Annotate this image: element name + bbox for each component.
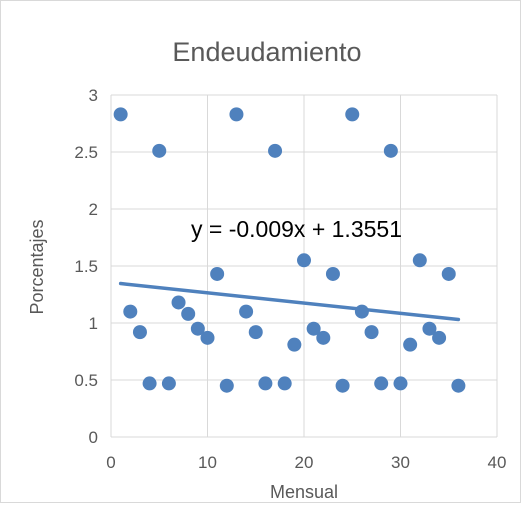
y-tick-label: 3 [89, 86, 98, 105]
data-point [441, 266, 456, 281]
data-point [432, 330, 447, 345]
x-tick-label: 30 [391, 453, 410, 472]
x-tick-label: 20 [295, 453, 314, 472]
data-point [422, 321, 437, 336]
data-point [268, 143, 283, 158]
data-point [306, 321, 321, 336]
data-point [287, 337, 302, 352]
y-tick-label: 2.5 [74, 143, 98, 162]
data-point [113, 107, 128, 122]
data-point [354, 304, 369, 319]
data-point [451, 378, 466, 393]
data-point [123, 304, 138, 319]
data-point [335, 378, 350, 393]
data-point [248, 325, 263, 340]
data-point [210, 266, 225, 281]
x-tick-label: 40 [488, 453, 507, 472]
data-point [229, 107, 244, 122]
data-points [113, 107, 466, 393]
data-point [171, 295, 186, 310]
data-point [219, 378, 234, 393]
y-tick-label: 2 [89, 200, 98, 219]
data-point [132, 325, 147, 340]
trendline [118, 281, 461, 322]
data-point [325, 266, 340, 281]
x-tick-label: 0 [106, 453, 115, 472]
y-tick-label: 0.5 [74, 371, 98, 390]
data-point [190, 321, 205, 336]
data-point [258, 376, 273, 391]
data-point [412, 253, 427, 268]
data-point [393, 376, 408, 391]
y-tick-label: 0 [89, 428, 98, 447]
data-point [152, 143, 167, 158]
y-tick-label: 1 [89, 314, 98, 333]
y-tick-label: 1.5 [74, 257, 98, 276]
chart-title: Endeudamiento [172, 37, 361, 67]
trendline-group [118, 281, 461, 322]
trendline-equation: y = -0.009x + 1.3551 [191, 216, 402, 242]
data-point [161, 376, 176, 391]
data-point [403, 337, 418, 352]
data-point [364, 325, 379, 340]
x-axis-title: Mensual [270, 482, 338, 502]
data-point [345, 107, 360, 122]
data-point [200, 330, 215, 345]
x-tick-label: 10 [198, 453, 217, 472]
data-point [297, 253, 311, 268]
data-point [374, 376, 389, 391]
data-point [239, 304, 254, 319]
y-axis-title: Porcentajes [27, 219, 47, 314]
tick-labels: 00.511.522.530 10 20 30 40 [74, 86, 506, 472]
grid-lines [110, 94, 498, 438]
data-point [277, 376, 292, 391]
data-point [383, 143, 398, 158]
data-point [316, 330, 331, 345]
data-point [181, 306, 196, 321]
data-point [142, 376, 157, 391]
